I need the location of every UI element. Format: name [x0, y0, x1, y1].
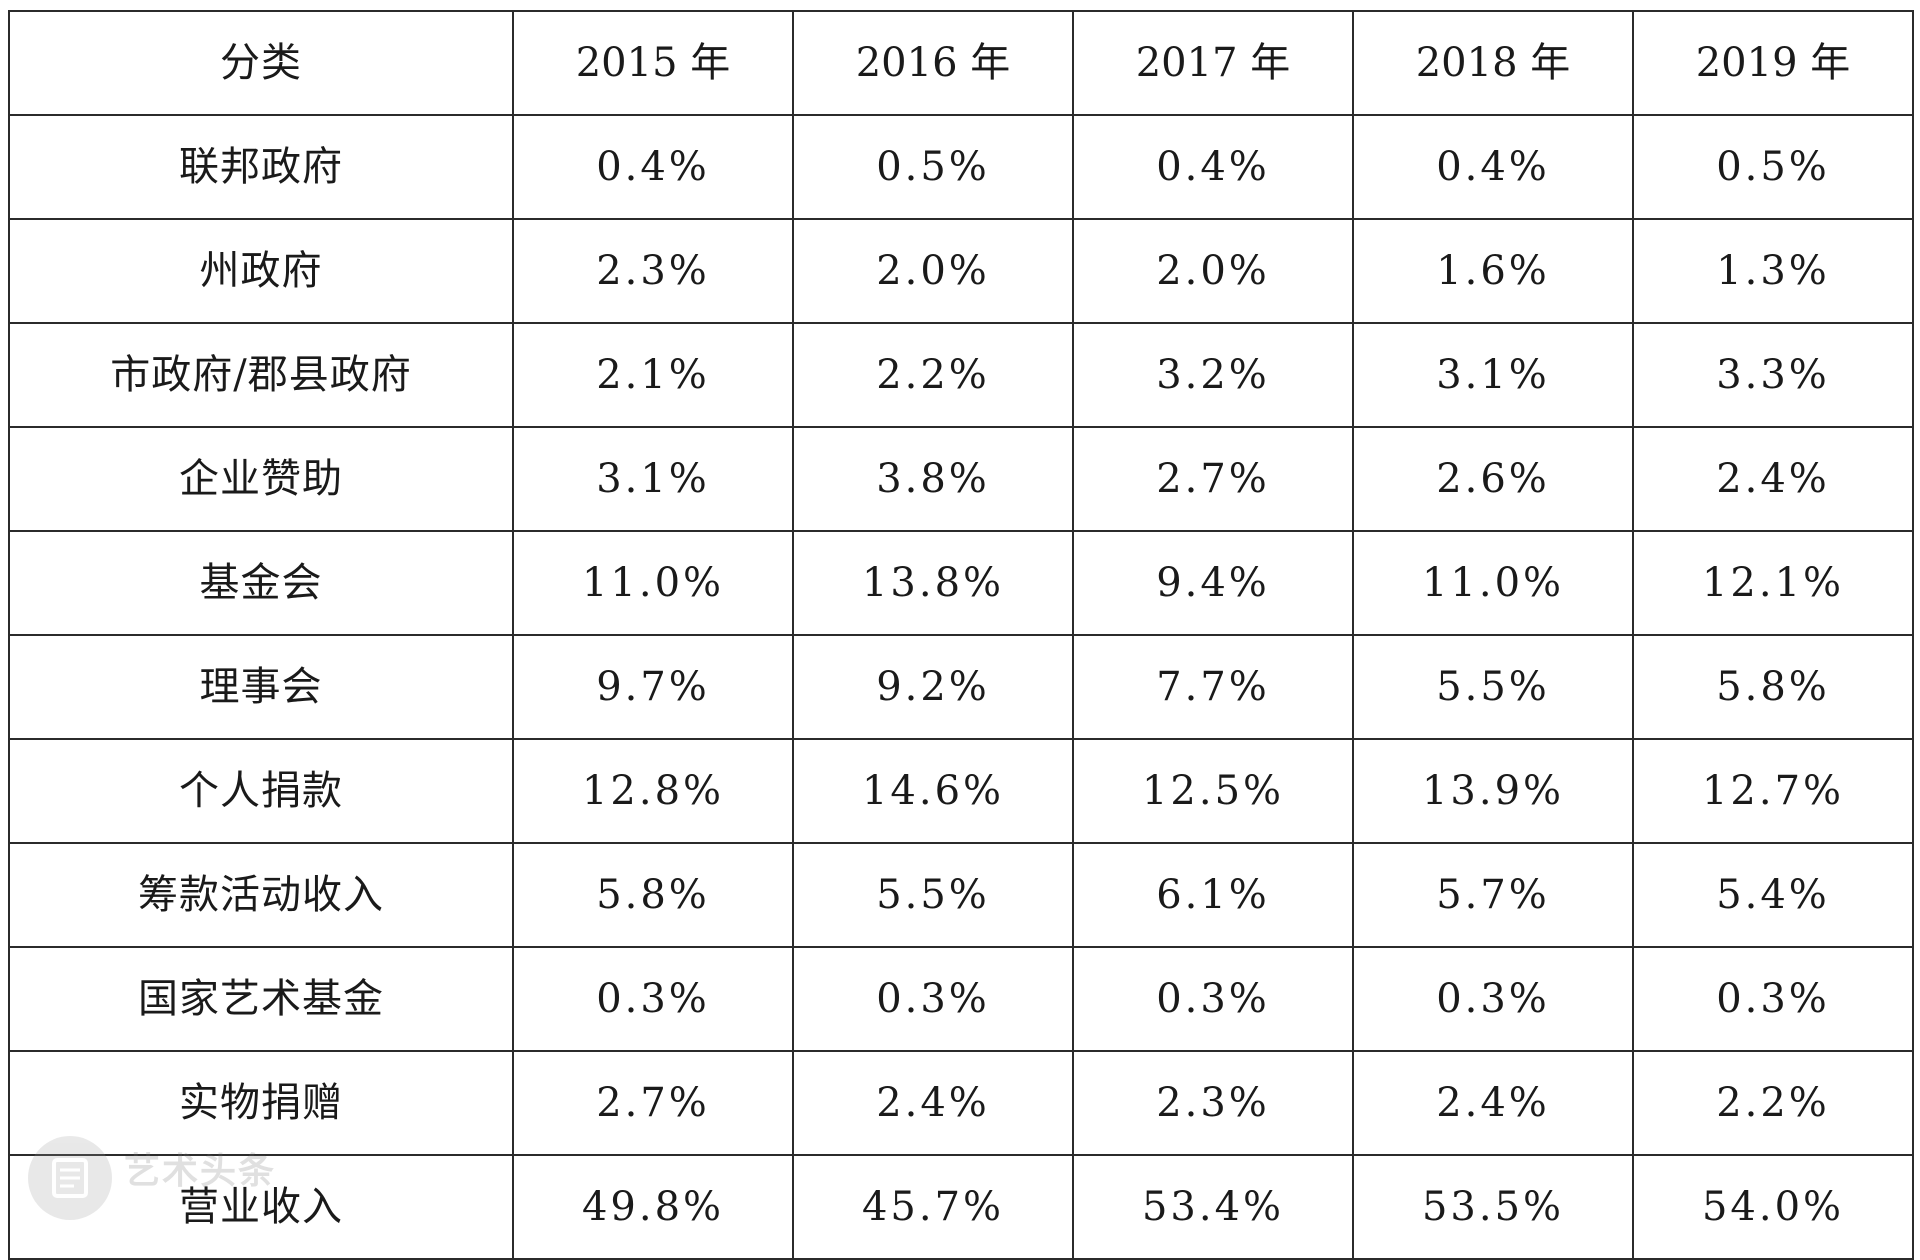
row-value: 5.8%: [1632, 634, 1914, 740]
row-value: 2.4%: [1632, 426, 1914, 532]
row-value: 53.5%: [1352, 1154, 1634, 1260]
row-value: 0.5%: [792, 114, 1074, 220]
row-value: 14.6%: [792, 738, 1074, 844]
header-year-2015: 2015 年: [512, 10, 794, 116]
row-category: 营业收入: [8, 1154, 514, 1260]
row-value: 2.4%: [1352, 1050, 1634, 1156]
header-year-2016: 2016 年: [792, 10, 1074, 116]
table-row: 理事会 9.7% 9.2% 7.7% 5.5% 5.8%: [8, 634, 1914, 740]
table-row: 筹款活动收入 5.8% 5.5% 6.1% 5.7% 5.4%: [8, 842, 1914, 948]
row-value: 9.4%: [1072, 530, 1354, 636]
row-value: 11.0%: [1352, 530, 1634, 636]
table-row: 市政府/郡县政府 2.1% 2.2% 3.2% 3.1% 3.3%: [8, 322, 1914, 428]
row-category: 实物捐赠: [8, 1050, 514, 1156]
row-value: 5.8%: [512, 842, 794, 948]
row-value: 9.2%: [792, 634, 1074, 740]
row-value: 5.4%: [1632, 842, 1914, 948]
table-row: 实物捐赠 2.7% 2.4% 2.3% 2.4% 2.2%: [8, 1050, 1914, 1156]
header-year-2018: 2018 年: [1352, 10, 1634, 116]
row-value: 3.8%: [792, 426, 1074, 532]
row-value: 12.8%: [512, 738, 794, 844]
header-year-2019: 2019 年: [1632, 10, 1914, 116]
row-value: 1.6%: [1352, 218, 1634, 324]
row-value: 0.3%: [1632, 946, 1914, 1052]
revenue-share-table: 分类 2015 年 2016 年 2017 年 2018 年 2019 年 联邦…: [8, 10, 1914, 1260]
row-value: 0.4%: [512, 114, 794, 220]
row-value: 2.0%: [792, 218, 1074, 324]
row-value: 12.7%: [1632, 738, 1914, 844]
row-value: 12.5%: [1072, 738, 1354, 844]
header-row: 分类 2015 年 2016 年 2017 年 2018 年 2019 年: [8, 10, 1914, 116]
row-value: 2.0%: [1072, 218, 1354, 324]
row-value: 2.4%: [792, 1050, 1074, 1156]
header-category: 分类: [8, 10, 514, 116]
row-category: 市政府/郡县政府: [8, 322, 514, 428]
row-value: 53.4%: [1072, 1154, 1354, 1260]
row-value: 2.7%: [512, 1050, 794, 1156]
table-body: 联邦政府 0.4% 0.5% 0.4% 0.4% 0.5% 州政府 2.3% 2.0% 2.0% 1…: [8, 114, 1914, 1260]
row-value: 54.0%: [1632, 1154, 1914, 1260]
row-value: 3.2%: [1072, 322, 1354, 428]
row-value: 49.8%: [512, 1154, 794, 1260]
row-value: 2.1%: [512, 322, 794, 428]
row-category: 州政府: [8, 218, 514, 324]
row-value: 0.3%: [512, 946, 794, 1052]
row-category: 理事会: [8, 634, 514, 740]
row-value: 2.2%: [1632, 1050, 1914, 1156]
row-value: 1.3%: [1632, 218, 1914, 324]
row-value: 0.3%: [792, 946, 1074, 1052]
row-value: 5.5%: [792, 842, 1074, 948]
row-value: 11.0%: [512, 530, 794, 636]
row-category: 国家艺术基金: [8, 946, 514, 1052]
row-category: 基金会: [8, 530, 514, 636]
row-value: 12.1%: [1632, 530, 1914, 636]
row-value: 45.7%: [792, 1154, 1074, 1260]
table-row: 营业收入 49.8% 45.7% 53.4% 53.5% 54.0%: [8, 1154, 1914, 1260]
row-category: 筹款活动收入: [8, 842, 514, 948]
row-value: 0.4%: [1352, 114, 1634, 220]
table-row: 个人捐款 12.8% 14.6% 12.5% 13.9% 12.7%: [8, 738, 1914, 844]
row-category: 联邦政府: [8, 114, 514, 220]
row-category: 个人捐款: [8, 738, 514, 844]
row-value: 2.7%: [1072, 426, 1354, 532]
row-value: 3.3%: [1632, 322, 1914, 428]
data-table-container: 分类 2015 年 2016 年 2017 年 2018 年 2019 年 联邦…: [8, 10, 1914, 1260]
row-value: 6.1%: [1072, 842, 1354, 948]
row-value: 13.8%: [792, 530, 1074, 636]
row-category: 企业赞助: [8, 426, 514, 532]
row-value: 2.3%: [1072, 1050, 1354, 1156]
row-value: 0.5%: [1632, 114, 1914, 220]
table-row: 国家艺术基金 0.3% 0.3% 0.3% 0.3% 0.3%: [8, 946, 1914, 1052]
row-value: 3.1%: [512, 426, 794, 532]
row-value: 3.1%: [1352, 322, 1634, 428]
row-value: 0.3%: [1352, 946, 1634, 1052]
row-value: 13.9%: [1352, 738, 1634, 844]
row-value: 0.3%: [1072, 946, 1354, 1052]
table-row: 联邦政府 0.4% 0.5% 0.4% 0.4% 0.5%: [8, 114, 1914, 220]
row-value: 0.4%: [1072, 114, 1354, 220]
header-year-2017: 2017 年: [1072, 10, 1354, 116]
row-value: 2.3%: [512, 218, 794, 324]
row-value: 2.6%: [1352, 426, 1634, 532]
table-row: 州政府 2.3% 2.0% 2.0% 1.6% 1.3%: [8, 218, 1914, 324]
row-value: 7.7%: [1072, 634, 1354, 740]
row-value: 2.2%: [792, 322, 1074, 428]
row-value: 5.5%: [1352, 634, 1634, 740]
table-row: 基金会 11.0% 13.8% 9.4% 11.0% 12.1%: [8, 530, 1914, 636]
row-value: 5.7%: [1352, 842, 1634, 948]
row-value: 9.7%: [512, 634, 794, 740]
table-row: 企业赞助 3.1% 3.8% 2.7% 2.6% 2.4%: [8, 426, 1914, 532]
